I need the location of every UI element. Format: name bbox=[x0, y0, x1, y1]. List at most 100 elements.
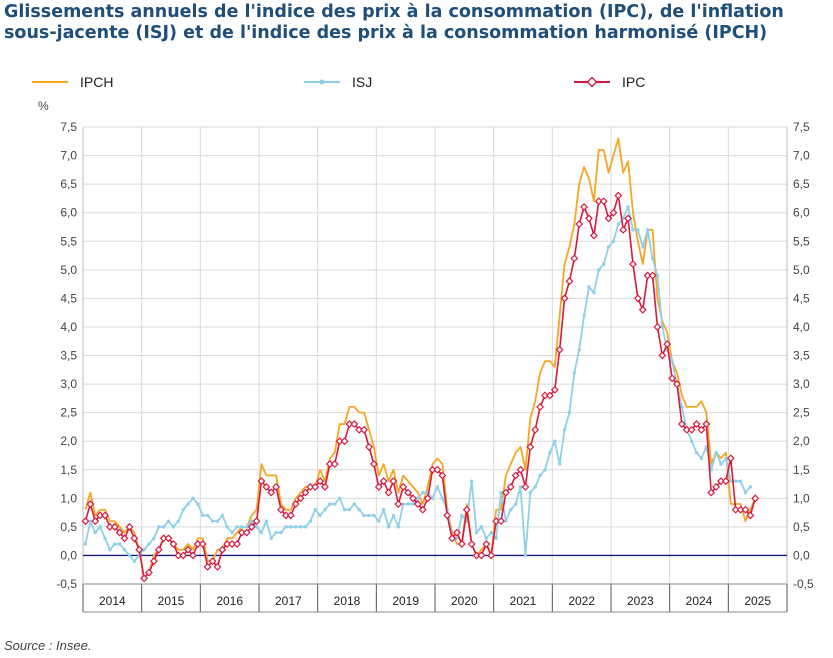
isj-point bbox=[494, 536, 498, 540]
isj-point bbox=[724, 456, 728, 461]
ipc-point bbox=[692, 420, 701, 428]
ipc-point bbox=[399, 482, 408, 491]
ipc-point bbox=[140, 574, 149, 583]
y-tick-label-right: 6,5 bbox=[793, 177, 810, 191]
ipc-point bbox=[677, 420, 686, 428]
y-unit-label: % bbox=[38, 99, 49, 113]
isj-point bbox=[440, 496, 445, 501]
isj-point bbox=[538, 473, 542, 478]
ipc-point bbox=[350, 420, 359, 428]
isj-point bbox=[93, 530, 97, 535]
isj-point bbox=[367, 513, 371, 518]
isj-point bbox=[240, 525, 244, 529]
legend-item-ipc[interactable]: IPC bbox=[572, 70, 645, 94]
ipc-point bbox=[565, 277, 574, 286]
ipc-point bbox=[531, 425, 540, 434]
ipc-point bbox=[203, 562, 212, 571]
y-tick-label-right: 1,5 bbox=[793, 463, 810, 477]
y-tick-label-right: 0,5 bbox=[793, 520, 810, 534]
ipc-point bbox=[91, 517, 100, 526]
y-tick-label-left: 5,0 bbox=[60, 263, 77, 277]
x-year-label: 2014 bbox=[99, 594, 126, 608]
isj-point bbox=[616, 222, 621, 226]
isj-point bbox=[733, 479, 738, 483]
isj-point bbox=[215, 519, 220, 523]
ipc-point bbox=[369, 460, 378, 468]
ipc-point bbox=[247, 522, 256, 531]
isj-point bbox=[342, 508, 347, 512]
y-tick-label-left: 4,5 bbox=[60, 291, 77, 305]
isj-point bbox=[362, 513, 366, 518]
ipc-point bbox=[418, 505, 427, 514]
y-tick-label-right: 6,0 bbox=[793, 206, 810, 220]
isj-point bbox=[254, 525, 259, 529]
legend-item-isj[interactable]: ISJ bbox=[302, 70, 372, 94]
isj-point bbox=[645, 228, 650, 232]
isj-point bbox=[650, 256, 655, 261]
isj-point bbox=[269, 536, 273, 540]
ipc-point bbox=[365, 442, 373, 451]
isj-point bbox=[264, 519, 269, 523]
isj-point bbox=[592, 290, 596, 295]
isj-point bbox=[660, 325, 665, 329]
ipc-point bbox=[340, 437, 349, 446]
ipc-point bbox=[242, 528, 251, 537]
x-year-label: 2024 bbox=[686, 594, 713, 608]
y-tick-label-left: 2,5 bbox=[60, 406, 77, 420]
ipc-point bbox=[506, 482, 515, 491]
y-tick-label-right: 7,0 bbox=[793, 149, 810, 163]
isj-point bbox=[729, 479, 733, 483]
y-tick-label-right: 5,5 bbox=[793, 234, 810, 248]
ipc-point bbox=[668, 374, 677, 383]
isj-point bbox=[377, 519, 381, 523]
isj-point bbox=[289, 525, 293, 529]
ipc-point bbox=[712, 482, 721, 491]
ipc-point bbox=[423, 494, 432, 503]
ipc-point bbox=[311, 482, 320, 491]
isj-point bbox=[245, 525, 249, 529]
isj-point bbox=[337, 496, 342, 501]
isj-point bbox=[333, 502, 337, 506]
legend-line-icon-ipc bbox=[574, 76, 610, 88]
ipc-point bbox=[267, 488, 276, 497]
ipc-point bbox=[101, 511, 109, 520]
ipc-point bbox=[130, 534, 139, 543]
ipc-point bbox=[487, 551, 496, 560]
isj-point bbox=[743, 490, 748, 495]
ipc-point bbox=[291, 500, 300, 508]
isj-point bbox=[303, 525, 308, 529]
ipc-point bbox=[550, 385, 559, 394]
ipc-point bbox=[213, 562, 222, 571]
ipc-point bbox=[252, 517, 261, 526]
isj-point bbox=[523, 553, 528, 558]
isj-point bbox=[108, 548, 112, 552]
ipc-point bbox=[384, 488, 393, 497]
isj-point bbox=[391, 513, 396, 518]
isj-point bbox=[357, 508, 361, 512]
isj-point bbox=[196, 502, 200, 506]
isj-point bbox=[181, 508, 185, 512]
y-tick-label-right: 3,0 bbox=[793, 377, 810, 391]
ipc-point bbox=[497, 517, 505, 526]
isj-point bbox=[543, 468, 547, 472]
isj-point bbox=[601, 262, 606, 266]
legend-item-ipch[interactable]: IPCH bbox=[30, 70, 113, 94]
isj-point bbox=[117, 542, 122, 546]
isj-point bbox=[122, 548, 127, 552]
y-tick-label-right: 3,5 bbox=[793, 349, 810, 363]
x-year-label: 2023 bbox=[627, 594, 654, 608]
ipc-point bbox=[184, 545, 193, 554]
ipc-point bbox=[115, 528, 124, 537]
isj-point bbox=[328, 502, 332, 506]
line-chart: -0,5 -0,5 0,0 0,0 0,5 0,5 1,0 1,0 1,5 1,5 2,0 2,0 2,… bbox=[38, 99, 814, 613]
x-year-label: 2020 bbox=[451, 594, 478, 608]
isj-point bbox=[352, 502, 357, 506]
ipc-point bbox=[726, 454, 735, 463]
isj-point bbox=[83, 542, 88, 546]
y-tick-label-left: 4,0 bbox=[60, 320, 77, 334]
isj-point bbox=[557, 462, 562, 466]
y-tick-label-right: 4,5 bbox=[793, 291, 810, 305]
ipc-point bbox=[707, 488, 716, 497]
isj-point bbox=[513, 502, 518, 506]
ipc-point bbox=[394, 500, 403, 508]
